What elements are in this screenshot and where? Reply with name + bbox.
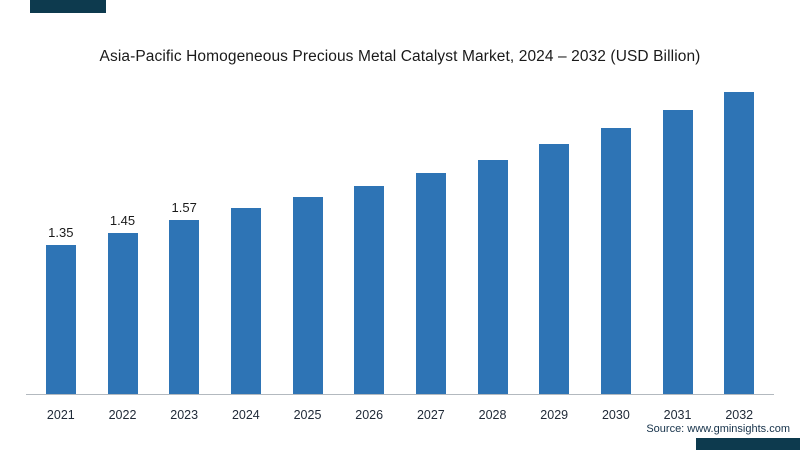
- bar: [230, 208, 261, 395]
- bar-column: [647, 72, 709, 395]
- x-axis-label: 2031: [663, 408, 692, 422]
- x-axis-label: 2028: [478, 408, 507, 422]
- x-axis-label: 2023: [170, 408, 199, 422]
- bar: [354, 186, 385, 395]
- x-axis-tick-row: 2021 2022 2023 2024 2025 2026 2027 2028 2029 2030…: [30, 408, 770, 422]
- bar-column: [708, 72, 770, 395]
- bar: [662, 110, 693, 395]
- top-left-accent-bar: [30, 0, 106, 13]
- x-axis-label: 2021: [46, 408, 75, 422]
- bar-column: 1.35: [30, 72, 92, 395]
- x-axis-line: [26, 394, 774, 395]
- bar-value-label: 1.45: [109, 213, 136, 228]
- bar-column: [400, 72, 462, 395]
- bar-column: [215, 72, 277, 395]
- source-credit: Source: www.gminsights.com: [646, 423, 790, 435]
- bar: [477, 160, 508, 395]
- bar-column: [462, 72, 524, 395]
- bars-row: 1.35 1.45 1.57: [30, 72, 770, 395]
- bar-column: 1.45: [92, 72, 154, 395]
- bar-column: 1.57: [153, 72, 215, 395]
- x-axis-label: 2025: [293, 408, 322, 422]
- bar-column: [523, 72, 585, 395]
- bottom-right-accent-bar: [696, 438, 800, 450]
- bar-column: [338, 72, 400, 395]
- bar-value-label: 1.57: [171, 200, 197, 215]
- x-axis-label: 2026: [355, 408, 384, 422]
- bar: [539, 144, 570, 395]
- bar-value-label: 1.35: [48, 225, 74, 240]
- x-axis-label: 2024: [231, 408, 260, 422]
- x-axis-label: 2032: [725, 408, 754, 422]
- x-axis-label: 2022: [108, 408, 137, 422]
- chart-title: Asia-Pacific Homogeneous Precious Metal …: [99, 48, 701, 65]
- bar-column: [585, 72, 647, 395]
- bar: [292, 197, 323, 395]
- bar: [415, 173, 446, 395]
- x-axis-label: 2027: [416, 408, 445, 422]
- bar: [724, 91, 755, 395]
- x-axis-label: 2029: [540, 408, 569, 422]
- bar: [600, 128, 631, 395]
- bar: [107, 233, 138, 395]
- x-axis-label: 2030: [601, 408, 630, 422]
- bar: [45, 245, 76, 395]
- bar-column: [277, 72, 339, 395]
- bar: [169, 220, 200, 395]
